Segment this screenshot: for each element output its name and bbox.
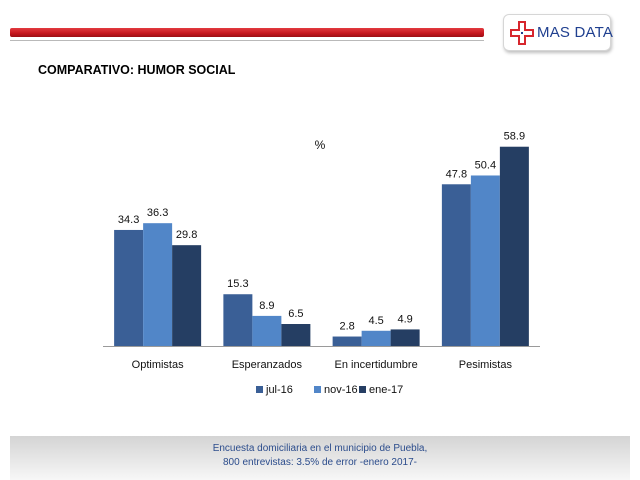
chart-title: % — [315, 138, 326, 152]
header-divider — [10, 40, 484, 41]
data-label-nov-16-2: 4.5 — [368, 315, 383, 327]
legend-label-nov-16: nov-16 — [324, 384, 358, 396]
data-label-jul-16-3: 47.8 — [446, 168, 467, 180]
data-label-nov-16-3: 50.4 — [475, 159, 496, 171]
footer-note-line-2: 800 entrevistas: 3.5% de error -enero 20… — [223, 457, 417, 468]
legend-swatch-ene-17 — [359, 386, 366, 393]
x-tick-label-0: Optimistas — [132, 359, 184, 371]
data-label-nov-16-0: 36.3 — [147, 207, 168, 219]
bar-nov-16-2 — [361, 330, 391, 346]
data-label-ene-17-0: 29.8 — [176, 229, 197, 241]
legend-swatch-nov-16 — [314, 386, 321, 393]
bar-jul-16-2 — [332, 336, 362, 346]
data-label-ene-17-1: 6.5 — [288, 308, 303, 320]
medical-cross-icon — [510, 21, 534, 45]
bar-ene-17-1 — [281, 324, 311, 346]
bar-ene-17-0 — [172, 245, 202, 346]
bar-nov-16-3 — [470, 175, 500, 346]
bar-ene-17-3 — [499, 146, 529, 346]
data-label-nov-16-1: 8.9 — [259, 300, 274, 312]
data-label-ene-17-3: 58.9 — [504, 131, 525, 143]
footer-band: Encuesta domiciliaria en el municipio de… — [10, 436, 630, 480]
header-accent-bar — [10, 28, 484, 37]
bar-nov-16-1 — [252, 315, 282, 346]
bar-jul-16-0 — [114, 229, 144, 346]
bar-nov-16-0 — [143, 223, 173, 346]
data-label-jul-16-0: 34.3 — [118, 214, 139, 226]
x-tick-label-3: Pesimistas — [459, 359, 513, 371]
data-label-jul-16-2: 2.8 — [339, 321, 354, 333]
brand-logo-text: MAS DATA — [537, 24, 614, 41]
legend-label-jul-16: jul-16 — [265, 384, 293, 396]
page-title: COMPARATIVO: HUMOR SOCIAL — [38, 63, 236, 77]
legend-label-ene-17: ene-17 — [369, 384, 403, 396]
brand-logo: MAS DATA — [503, 14, 614, 51]
x-tick-label-1: Esperanzados — [232, 359, 303, 371]
data-label-ene-17-2: 4.9 — [397, 313, 412, 325]
legend-swatch-jul-16 — [256, 386, 263, 393]
footer-note-line-1: Encuesta domiciliaria en el municipio de… — [212, 443, 428, 454]
data-label-jul-16-1: 15.3 — [227, 278, 248, 290]
bar-jul-16-3 — [441, 184, 471, 346]
x-tick-label-2: En incertidumbre — [335, 359, 418, 371]
bar-jul-16-1 — [223, 294, 253, 346]
bar-ene-17-2 — [390, 329, 420, 346]
